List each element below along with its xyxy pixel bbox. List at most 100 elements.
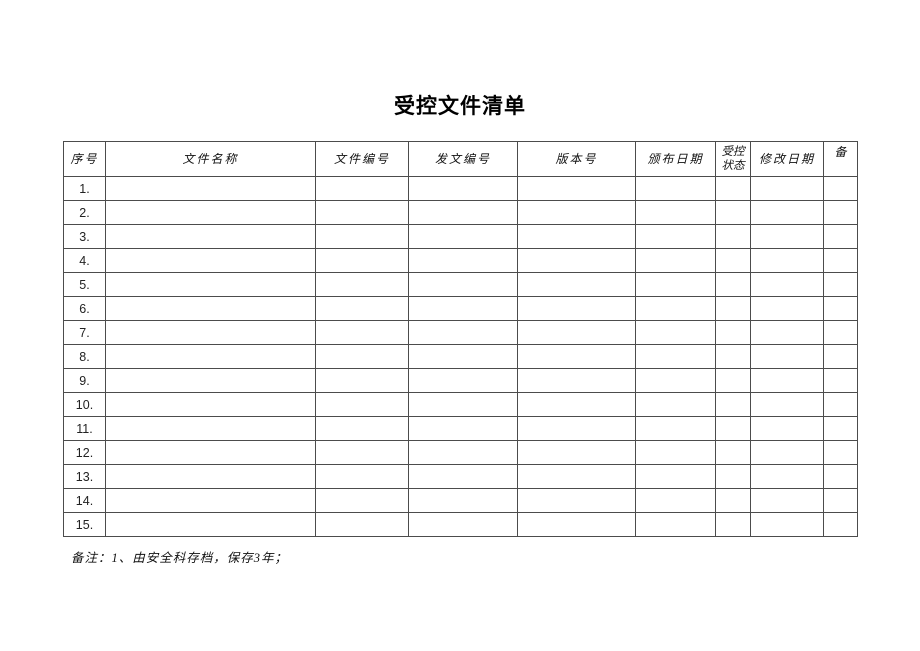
column-header-issue-number: 发文编号	[408, 141, 518, 177]
row-number: 3.	[63, 224, 106, 249]
table-cell-empty	[823, 416, 858, 441]
table-cell-empty	[408, 296, 518, 321]
table-cell-empty	[715, 224, 751, 249]
table-row: 6.	[63, 296, 858, 321]
row-number: 9.	[63, 368, 106, 393]
table-cell-empty	[517, 296, 636, 321]
table-cell-empty	[315, 200, 409, 225]
table-cell-empty	[408, 464, 518, 489]
table-row: 10.	[63, 392, 858, 417]
table-cell-empty	[750, 200, 824, 225]
table-row: 11.	[63, 416, 858, 441]
table-cell-empty	[517, 488, 636, 513]
table-cell-empty	[750, 488, 824, 513]
table-cell-empty	[750, 416, 824, 441]
table-cell-empty	[315, 224, 409, 249]
table-cell-empty	[408, 512, 518, 537]
table-cell-empty	[635, 296, 716, 321]
row-number: 7.	[63, 320, 106, 345]
column-header-issue-date: 颁布日期	[635, 141, 716, 177]
table-cell-empty	[823, 368, 858, 393]
table-cell-empty	[105, 176, 316, 201]
table-cell-empty	[408, 392, 518, 417]
table-cell-empty	[517, 224, 636, 249]
table-cell-empty	[315, 464, 409, 489]
table-cell-empty	[750, 176, 824, 201]
controlled-documents-table: 序号 文件名称 文件编号 发文编号 版本号 颁布日期 受控状态 修改日期 备 1…	[63, 141, 858, 537]
table-cell-empty	[105, 224, 316, 249]
table-cell-empty	[715, 416, 751, 441]
table-cell-empty	[750, 248, 824, 273]
table-cell-empty	[635, 464, 716, 489]
table-cell-empty	[408, 416, 518, 441]
table-row: 8.	[63, 344, 858, 369]
table-cell-empty	[408, 248, 518, 273]
table-cell-empty	[750, 296, 824, 321]
table-cell-empty	[105, 512, 316, 537]
table-row: 14.	[63, 488, 858, 513]
table-cell-empty	[635, 512, 716, 537]
table-cell-empty	[517, 368, 636, 393]
table-cell-empty	[715, 392, 751, 417]
table-cell-empty	[408, 200, 518, 225]
table-row: 9.	[63, 368, 858, 393]
page-title: 受控文件清单	[394, 95, 526, 118]
table-cell-empty	[315, 440, 409, 465]
table-row: 4.	[63, 248, 858, 273]
table-cell-empty	[823, 248, 858, 273]
table-cell-empty	[635, 440, 716, 465]
table-cell-empty	[105, 416, 316, 441]
table-cell-empty	[823, 296, 858, 321]
table-cell-empty	[517, 512, 636, 537]
table-row: 1.	[63, 176, 858, 201]
table-cell-empty	[315, 392, 409, 417]
row-number: 10.	[63, 392, 106, 417]
table-cell-empty	[715, 176, 751, 201]
table-cell-empty	[315, 248, 409, 273]
table-cell-empty	[408, 320, 518, 345]
row-number: 8.	[63, 344, 106, 369]
table-cell-empty	[517, 320, 636, 345]
table-cell-empty	[315, 176, 409, 201]
column-header-version-number: 版本号	[517, 141, 636, 177]
table-cell-empty	[635, 272, 716, 297]
table-row: 13.	[63, 464, 858, 489]
table-cell-empty	[315, 344, 409, 369]
table-cell-empty	[635, 392, 716, 417]
table-cell-empty	[408, 488, 518, 513]
table-cell-empty	[750, 224, 824, 249]
table-cell-empty	[315, 296, 409, 321]
table-cell-empty	[715, 512, 751, 537]
row-number: 5.	[63, 272, 106, 297]
table-cell-empty	[750, 392, 824, 417]
table-cell-empty	[517, 464, 636, 489]
table-cell-empty	[105, 488, 316, 513]
table-cell-empty	[105, 440, 316, 465]
table-cell-empty	[105, 392, 316, 417]
column-header-remark: 备	[823, 141, 858, 177]
table-row: 3.	[63, 224, 858, 249]
table-cell-empty	[105, 272, 316, 297]
column-header-serial-number: 序号	[63, 141, 106, 177]
table-cell-empty	[715, 272, 751, 297]
table-cell-empty	[635, 176, 716, 201]
table-cell-empty	[517, 416, 636, 441]
table-cell-empty	[105, 464, 316, 489]
column-header-document-number: 文件编号	[315, 141, 409, 177]
table-cell-empty	[823, 464, 858, 489]
table-cell-empty	[715, 368, 751, 393]
table-cell-empty	[315, 368, 409, 393]
table-cell-empty	[750, 344, 824, 369]
row-number: 1.	[63, 176, 106, 201]
table-cell-empty	[750, 272, 824, 297]
table-cell-empty	[408, 176, 518, 201]
table-cell-empty	[408, 224, 518, 249]
table-cell-empty	[105, 320, 316, 345]
table-cell-empty	[715, 488, 751, 513]
table-cell-empty	[517, 248, 636, 273]
table-cell-empty	[750, 320, 824, 345]
table-cell-empty	[408, 272, 518, 297]
row-number: 6.	[63, 296, 106, 321]
table-cell-empty	[517, 176, 636, 201]
